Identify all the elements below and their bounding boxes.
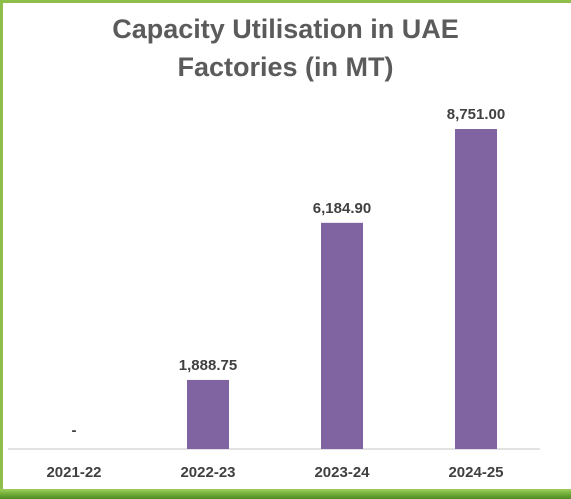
chart-title-line-2: Factories (in MT) xyxy=(177,52,394,82)
bar-2024-25 xyxy=(455,129,497,449)
x-tick-label-2023-24: 2023-24 xyxy=(314,464,370,481)
data-label-2023-24: 6,184.90 xyxy=(313,200,371,217)
x-tick-label-2024-25: 2024-25 xyxy=(448,464,503,481)
x-tick-label-2021-22: 2021-22 xyxy=(46,464,101,481)
data-label-2024-25: 8,751.00 xyxy=(447,106,505,123)
x-tick-label-2022-23: 2022-23 xyxy=(180,464,235,481)
bottom-accent-strip xyxy=(0,489,571,499)
data-label-2021-22: - xyxy=(72,422,77,439)
bar-2023-24 xyxy=(321,222,363,449)
bar-2022-23 xyxy=(187,379,229,449)
data-label-2022-23: 1,888.75 xyxy=(179,357,237,374)
chart-title: Capacity Utilisation in UAE Factories (i… xyxy=(0,10,571,86)
chart-title-line-1: Capacity Utilisation in UAE xyxy=(112,14,459,44)
